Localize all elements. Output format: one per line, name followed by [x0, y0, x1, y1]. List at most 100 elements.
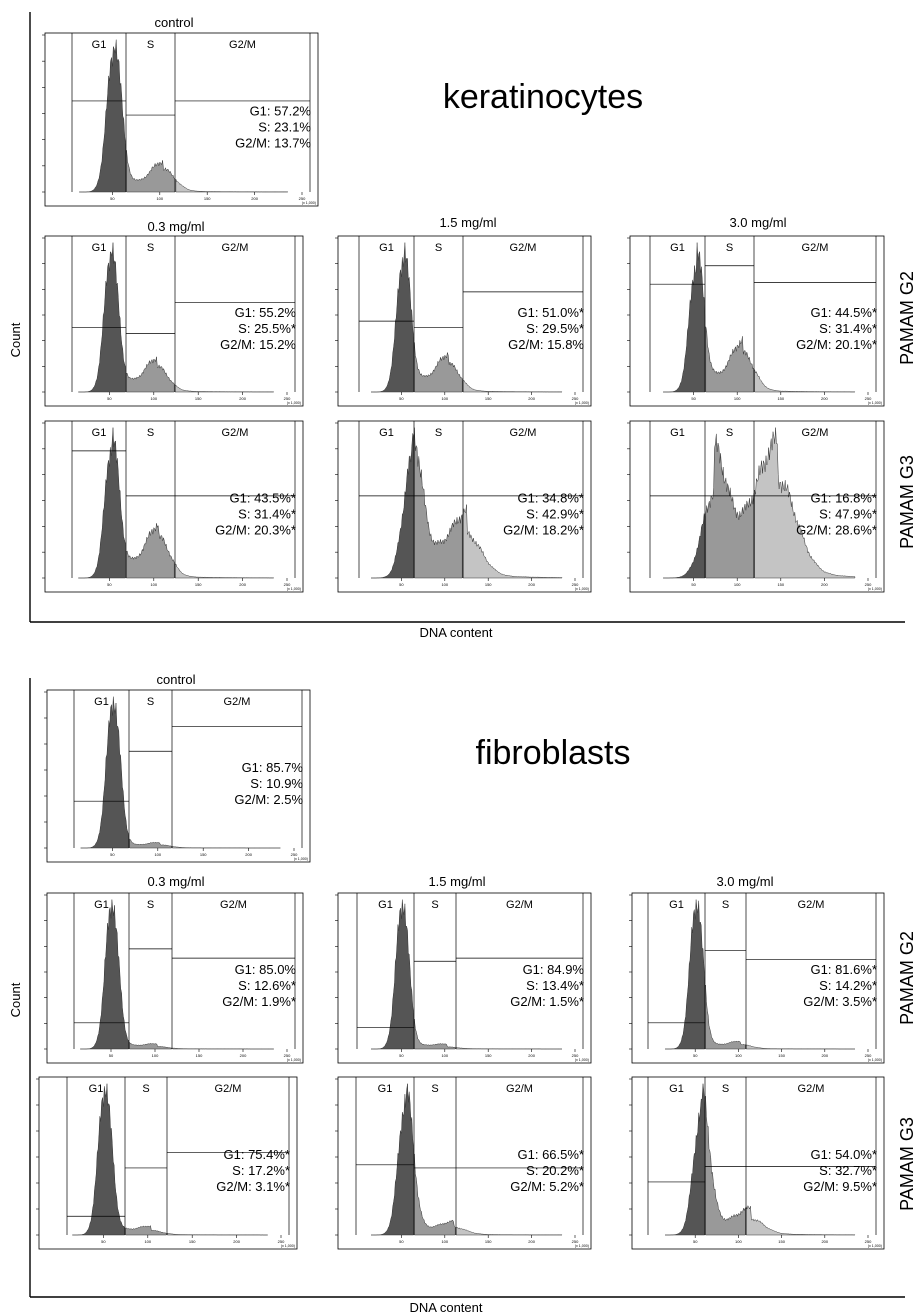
x-tick-label: 100: [734, 396, 741, 401]
x-tick-label: 100: [441, 1053, 448, 1058]
gate-label: G1: [92, 242, 107, 254]
keratinocytes-y-label: Count: [8, 322, 23, 357]
x-tick-label: 150: [485, 396, 492, 401]
phase-percentage: S: 23.1%: [258, 120, 311, 135]
g1-area: [371, 433, 414, 579]
histogram-panel: G1 S G2/M G1: 51.0%*S: 29.5%*G2/M: 15.8% 50 1…: [335, 235, 592, 407]
keratinocytes-conc-label-3: 3.0 mg/ml: [729, 215, 786, 230]
x-tick-label: 200: [240, 1053, 247, 1058]
gate-label: S: [435, 427, 442, 439]
phase-percentage: G1: 85.7%: [242, 760, 304, 775]
x-unit-label: (x 1,000): [281, 1244, 295, 1248]
g1-area: [80, 696, 129, 849]
g2m-area: [455, 1226, 563, 1236]
x-tick-label: 50: [691, 582, 696, 587]
x-tick-label: 50: [107, 396, 112, 401]
phase-percentage: S: 47.9%*: [819, 507, 877, 522]
phase-percentage: S: 42.9%*: [526, 507, 584, 522]
x-tick-label: 50: [110, 196, 115, 201]
fibroblasts-y-label: Count: [8, 982, 23, 1017]
fibroblasts-conc-label-2: 1.5 mg/ml: [428, 874, 485, 889]
x-tick-label: 250: [284, 396, 291, 401]
x-tick-label: 50: [399, 1239, 404, 1244]
s-area: [705, 433, 755, 579]
x-unit-label: (x 1,000): [868, 401, 882, 405]
x-unit-label: (x 1,000): [287, 1058, 301, 1062]
histogram-panel: G1 S G2/M G1: 84.9%S: 13.4%*G2/M: 1.5%* 50 10…: [335, 892, 592, 1064]
histogram-panel: G1 S G2/M G1: 44.5%*S: 31.4%*G2/M: 20.1%* 50…: [627, 235, 885, 407]
x-tick-label: 150: [485, 1053, 492, 1058]
fibroblasts-conc-label-1: 0.3 mg/ml: [147, 874, 204, 889]
x-tick-label: 200: [239, 396, 246, 401]
keratinocytes-x-label: DNA content: [420, 625, 493, 640]
g2m-area: [745, 1044, 855, 1050]
histogram-panel: G1 S G2/M G1: 66.5%*S: 20.2%*G2/M: 5.2%* 50 1…: [335, 1076, 592, 1250]
gate-label: S: [726, 242, 733, 254]
panel-frame: [337, 1076, 592, 1250]
histogram-panel: G1 S G2/M G1: 43.5%*S: 31.4%*G2/M: 20.3%* 50…: [42, 420, 304, 593]
gate-label: G2/M: [222, 242, 249, 254]
g1-area: [80, 899, 129, 1050]
gate-label: G1: [669, 899, 684, 911]
phase-percentage: S: 25.5%*: [238, 321, 296, 336]
phase-percentage: G1: 85.0%: [235, 962, 297, 977]
fibroblasts-row-label-g3: PAMAM G3: [897, 1117, 917, 1211]
x-tick-label: 200: [251, 196, 258, 201]
gate-label: G1: [92, 427, 107, 439]
s-area: [414, 427, 463, 579]
phase-percentage: G1: 51.0%*: [518, 305, 585, 320]
x-tick-label: 100: [441, 396, 448, 401]
panel-frame: [631, 1076, 885, 1250]
fibroblasts-control-label: control: [156, 672, 195, 687]
gate-label: G2/M: [510, 242, 537, 254]
gate-label: G2/M: [229, 39, 256, 51]
gate-label: S: [722, 899, 729, 911]
x-tick-label: 250: [284, 582, 291, 587]
x-unit-label: (x 1,000): [868, 1058, 882, 1062]
phase-percentage: S: 17.2%*: [232, 1163, 290, 1178]
gate-label: G2/M: [802, 242, 829, 254]
x-tick-label: 250: [865, 582, 872, 587]
phase-percentage: G2/M: 1.9%*: [222, 994, 296, 1009]
x-tick-label: 250: [572, 1053, 579, 1058]
gate-label: S: [147, 899, 154, 911]
s-area: [414, 342, 463, 393]
gate-label: S: [147, 696, 154, 708]
gate-label: G1: [670, 427, 685, 439]
x-tick-label: 100: [735, 1053, 742, 1058]
g2m-area: [174, 384, 274, 393]
s-area: [414, 1018, 456, 1050]
x-tick-label: 100: [156, 196, 163, 201]
gate-label: G1: [379, 242, 394, 254]
g1-area: [371, 899, 414, 1050]
fibroblasts-conc-label-3: 3.0 mg/ml: [716, 874, 773, 889]
x-tick-label: 100: [150, 396, 157, 401]
gate-label: S: [142, 1083, 149, 1095]
s-area: [126, 356, 175, 393]
panel-frame: [38, 1076, 298, 1250]
gate-label: G1: [669, 1083, 684, 1095]
g2m-area: [754, 427, 856, 579]
x-tick-label: 100: [152, 1053, 159, 1058]
x-tick-label: 200: [239, 582, 246, 587]
phase-percentage: G2/M: 18.2%*: [503, 523, 584, 538]
g1-area: [665, 899, 705, 1050]
phase-percentage: G2/M: 20.1%*: [796, 337, 877, 352]
x-tick-label: 200: [821, 1053, 828, 1058]
keratinocytes-conc-label-1: 0.3 mg/ml: [147, 219, 204, 234]
phase-percentage: G1: 16.8%*: [811, 491, 878, 506]
phase-percentage: G2/M: 13.7%: [235, 136, 311, 151]
gate-label: G1: [379, 427, 394, 439]
x-tick-label: 250: [278, 1239, 285, 1244]
x-tick-label: 200: [233, 1239, 240, 1244]
phase-percentage: G2/M: 15.2%: [220, 337, 296, 352]
gate-label: G2/M: [510, 427, 537, 439]
phase-percentage: G2/M: 15.8%: [508, 337, 584, 352]
g2m-area: [462, 504, 563, 579]
histogram-panel: G1 S G2/M G1: 81.6%*S: 14.2%*G2/M: 3.5%* 50 1…: [629, 892, 885, 1064]
gate-label: G1: [94, 696, 109, 708]
x-tick-label: 50: [399, 582, 404, 587]
x-tick-label: 100: [441, 582, 448, 587]
g1-area: [663, 513, 706, 579]
phase-percentage: G1: 66.5%*: [518, 1147, 585, 1162]
